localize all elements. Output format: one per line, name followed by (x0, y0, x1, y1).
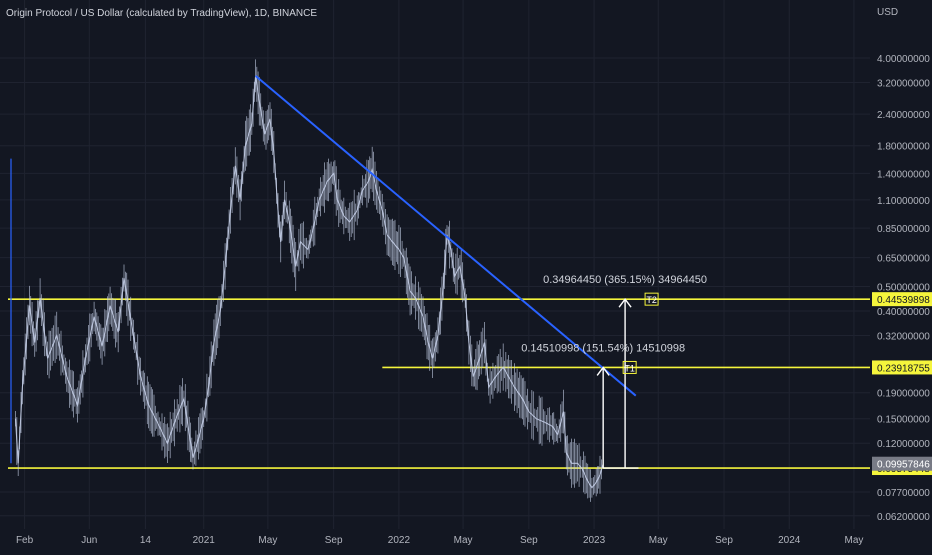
chart-title: Origin Protocol / US Dollar (calculated … (6, 8, 317, 19)
currency-label: USD (877, 7, 898, 18)
x-tick-label: 2021 (193, 535, 216, 546)
measure-arrow-head (618, 297, 632, 308)
level-badge (872, 360, 932, 375)
target-tag-label: T2 (646, 295, 657, 305)
y-tick-label: 0.50000000 (877, 282, 930, 293)
measure-label: 0.14510998 (151.54%) 14510998 (521, 342, 685, 354)
x-tick-label: 14 (140, 535, 152, 546)
horizontal-levels[interactable] (8, 298, 870, 469)
y-tick-label: 0.85000000 (877, 224, 930, 235)
y-tick-label: 0.15000000 (877, 415, 930, 426)
level-badge-label: 0.23918755 (877, 363, 930, 374)
x-tick-label: Sep (325, 535, 343, 546)
trendline[interactable] (254, 75, 637, 397)
y-tick-label: 0.19000000 (877, 389, 930, 400)
measure-arrow-head (596, 366, 610, 376)
target-tag-box[interactable] (622, 360, 637, 374)
x-tick-label: May (649, 535, 668, 546)
y-tick-label: 1.10000000 (877, 196, 930, 207)
y-tick-label: 0.07700000 (877, 488, 930, 499)
y-tick-label: 0.65000000 (877, 254, 930, 265)
y-tick-label: 0.32000000 (877, 331, 930, 342)
target-tag-label: T1 (624, 363, 635, 373)
y-tick-label: 2.40000000 (877, 110, 930, 121)
level-badge (872, 292, 932, 307)
x-tick-label: 2023 (583, 535, 606, 546)
target-tag-box[interactable] (644, 292, 659, 306)
price-line (14, 75, 604, 489)
y-tick-label: 4.00000000 (877, 54, 930, 65)
x-tick-label: May (454, 535, 473, 546)
measurement-group[interactable]: 0.34964450 (365.15%) 34964450 T2 0.1451099… (521, 274, 707, 469)
y-tick-label: 0.40000000 (877, 307, 930, 318)
level-badge-label: 0.44539898 (877, 295, 930, 306)
current-price-badge (872, 456, 932, 471)
trendline-group[interactable] (254, 75, 637, 397)
x-tick-label: 2024 (778, 535, 801, 546)
price-axis[interactable]: USD 4.00000000 3.20000000 2.40000000 1.8000… (872, 7, 932, 523)
current-price-label: 0.09957846 (877, 460, 930, 471)
x-tick-label: Feb (16, 535, 34, 546)
x-tick-label: Jun (81, 535, 97, 546)
y-tick-label: 1.40000000 (877, 169, 930, 180)
y-tick-label: 0.12000000 (877, 439, 930, 450)
x-tick-label: 2022 (388, 535, 411, 546)
time-axis[interactable]: Feb Jun 14 2021 May Sep 2022 May Sep 2023 May Sep 20… (16, 535, 863, 546)
x-tick-label: May (258, 535, 277, 546)
x-tick-label: Sep (715, 535, 733, 546)
x-tick-label: May (845, 535, 864, 546)
y-tick-label: 3.20000000 (877, 79, 930, 90)
measure-label: 0.34964450 (365.15%) 34964450 (543, 274, 707, 286)
x-tick-label: Sep (520, 535, 538, 546)
y-tick-label: 1.80000000 (877, 142, 930, 153)
price-series (10, 59, 604, 502)
y-tick-label: 0.06200000 (877, 512, 930, 523)
